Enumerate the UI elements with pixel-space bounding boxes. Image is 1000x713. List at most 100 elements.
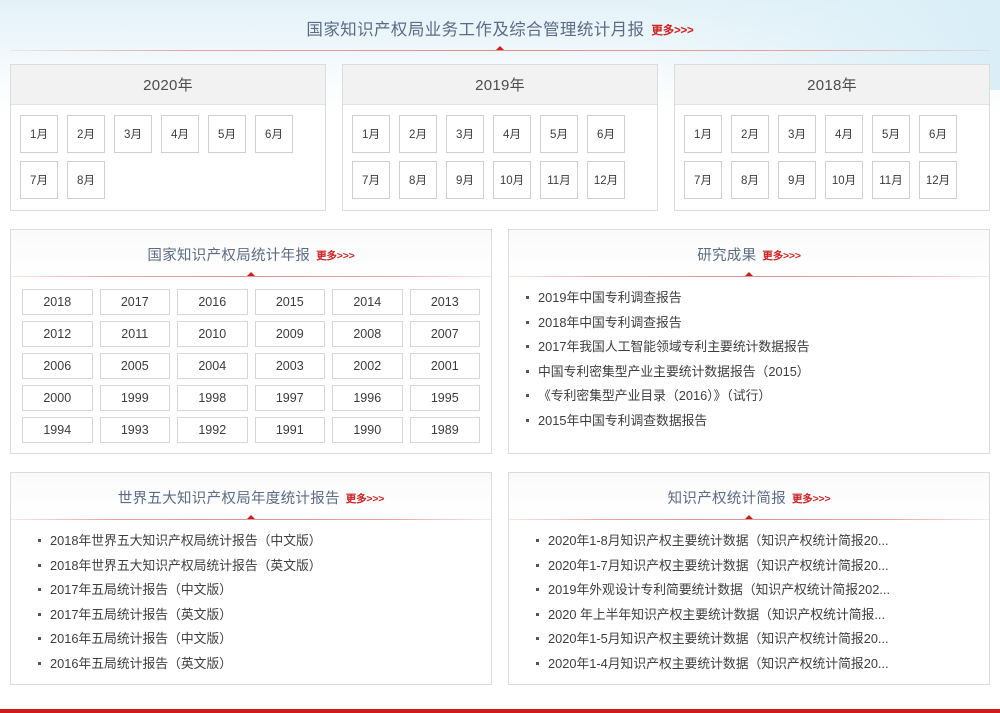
month-button[interactable]: 11月 bbox=[872, 161, 910, 199]
month-button[interactable]: 1月 bbox=[684, 115, 722, 153]
list-item[interactable]: 2017年五局统计报告（中文版） bbox=[37, 578, 477, 603]
yearbook-year-button[interactable]: 2015 bbox=[254, 289, 325, 315]
list-item-label: 《专利密集型产业目录（2016）》（试行） bbox=[538, 388, 772, 403]
yearbook-year-button[interactable]: 2004 bbox=[177, 353, 248, 379]
card-divider-five-offices bbox=[11, 515, 491, 520]
month-button[interactable]: 6月 bbox=[587, 115, 625, 153]
list-item[interactable]: 2020年1-4月知识产权主要统计数据（知识产权统计简报20... bbox=[535, 652, 975, 677]
yearbook-year-button[interactable]: 1996 bbox=[332, 385, 403, 411]
yearbook-year-button[interactable]: 1997 bbox=[254, 385, 325, 411]
month-button[interactable]: 6月 bbox=[919, 115, 957, 153]
yearbook-year-button[interactable]: 2006 bbox=[22, 353, 93, 379]
month-button[interactable]: 9月 bbox=[778, 161, 816, 199]
yearbook-year-button[interactable]: 1994 bbox=[22, 417, 93, 443]
month-button[interactable]: 2月 bbox=[67, 115, 105, 153]
list-item[interactable]: 2018年世界五大知识产权局统计报告（中文版） bbox=[37, 529, 477, 554]
month-button[interactable]: 4月 bbox=[825, 115, 863, 153]
month-button[interactable]: 5月 bbox=[208, 115, 246, 153]
list-item[interactable]: 2017年五局统计报告（英文版） bbox=[37, 603, 477, 628]
header-more-link[interactable]: 更多>>> bbox=[651, 25, 694, 37]
yearbook-year-button[interactable]: 2018 bbox=[22, 289, 93, 315]
list-item[interactable]: 2019年中国专利调查报告 bbox=[525, 286, 975, 311]
bullet-icon bbox=[536, 661, 539, 665]
yearbook-year-button[interactable]: 2007 bbox=[409, 321, 480, 347]
month-button[interactable]: 12月 bbox=[587, 161, 625, 199]
yearbook-year-button[interactable]: 1998 bbox=[177, 385, 248, 411]
list-item[interactable]: 2017年我国人工智能领域专利主要统计数据报告 bbox=[525, 335, 975, 360]
yearbook-year-button[interactable]: 2013 bbox=[409, 289, 480, 315]
month-button[interactable]: 5月 bbox=[540, 115, 578, 153]
yearbook-year-button[interactable]: 2016 bbox=[177, 289, 248, 315]
yearbook-year-button[interactable]: 2003 bbox=[254, 353, 325, 379]
list-item-label: 2018年中国专利调查报告 bbox=[538, 314, 682, 330]
card-ip-statistics-bulletin: 知识产权统计简报 更多>>> 2020年1-8月知识产权主要统计数据（知识产权统计… bbox=[508, 472, 990, 685]
month-button[interactable]: 6月 bbox=[255, 115, 293, 153]
yearbook-year-button[interactable]: 2014 bbox=[332, 289, 403, 315]
month-button[interactable]: 5月 bbox=[872, 115, 910, 153]
month-button[interactable]: 7月 bbox=[352, 161, 390, 199]
month-button[interactable]: 2月 bbox=[731, 115, 769, 153]
yearbook-year-button[interactable]: 2010 bbox=[177, 321, 248, 347]
month-button[interactable]: 7月 bbox=[684, 161, 722, 199]
yearbook-year-button[interactable]: 2008 bbox=[332, 321, 403, 347]
yearbook-year-button[interactable]: 2012 bbox=[22, 321, 93, 347]
bullet-icon bbox=[38, 661, 41, 665]
list-item-label: 2019年外观设计专利简要统计数据（知识产权统计简报202... bbox=[548, 582, 891, 597]
month-button[interactable]: 7月 bbox=[20, 161, 58, 199]
research-list: 2019年中国专利调查报告 2018年中国专利调查报告 2017年我国人工智能领… bbox=[509, 277, 989, 441]
yearbook-year-button[interactable]: 2002 bbox=[332, 353, 403, 379]
list-item[interactable]: 2020年1-7月知识产权主要统计数据（知识产权统计简报20... bbox=[535, 554, 975, 579]
month-button[interactable]: 4月 bbox=[493, 115, 531, 153]
yearbook-year-button[interactable]: 1993 bbox=[99, 417, 170, 443]
list-item[interactable]: 中国专利密集型产业主要统计数据报告（2015） bbox=[525, 360, 975, 385]
list-item-label: 2016年五局统计报告（中文版） bbox=[50, 631, 233, 646]
bullet-icon bbox=[536, 588, 539, 591]
list-item[interactable]: 2020 年上半年知识产权主要统计数据（知识产权统计简报... bbox=[535, 603, 975, 628]
yearbook-year-button[interactable]: 2000 bbox=[22, 385, 93, 411]
list-item[interactable]: 2020年1-8月知识产权主要统计数据（知识产权统计简报20... bbox=[535, 529, 975, 554]
month-button[interactable]: 12月 bbox=[919, 161, 957, 199]
bulletin-more-link[interactable]: 更多>>> bbox=[792, 493, 831, 505]
yearbook-year-button[interactable]: 2017 bbox=[99, 289, 170, 315]
month-button[interactable]: 1月 bbox=[20, 115, 58, 153]
list-item[interactable]: 2016年五局统计报告（英文版） bbox=[37, 652, 477, 677]
yearbook-year-button[interactable]: 2005 bbox=[99, 353, 170, 379]
yearbook-year-button[interactable]: 1992 bbox=[177, 417, 248, 443]
yearbook-year-button[interactable]: 2001 bbox=[409, 353, 480, 379]
card-title-research: 研究成果 bbox=[697, 248, 757, 264]
list-item-label: 2019年中国专利调查报告 bbox=[538, 290, 682, 305]
month-button[interactable]: 1月 bbox=[352, 115, 390, 153]
list-item[interactable]: 2018年世界五大知识产权局统计报告（英文版） bbox=[37, 554, 477, 579]
yearbook-year-button[interactable]: 2011 bbox=[99, 321, 170, 347]
month-button[interactable]: 10月 bbox=[493, 161, 531, 199]
month-button[interactable]: 2月 bbox=[399, 115, 437, 153]
five-offices-more-link[interactable]: 更多>>> bbox=[345, 493, 385, 505]
month-button[interactable]: 4月 bbox=[161, 115, 199, 153]
list-item-label: 2015年中国专利调查数据报告 bbox=[538, 412, 708, 428]
yearbook-year-button[interactable]: 2009 bbox=[254, 321, 325, 347]
month-button[interactable]: 8月 bbox=[731, 161, 769, 199]
month-button[interactable]: 8月 bbox=[67, 161, 105, 199]
month-button[interactable]: 10月 bbox=[825, 161, 863, 199]
month-button[interactable]: 11月 bbox=[540, 161, 578, 199]
yearbook-year-button[interactable]: 1990 bbox=[332, 417, 403, 443]
list-item[interactable]: 2015年中国专利调查数据报告 bbox=[525, 409, 975, 434]
yearbook-year-button[interactable]: 1989 bbox=[409, 417, 480, 443]
list-item[interactable]: 2019年外观设计专利简要统计数据（知识产权统计简报202... bbox=[535, 578, 975, 603]
yearbook-year-button[interactable]: 1995 bbox=[409, 385, 480, 411]
research-more-link[interactable]: 更多>>> bbox=[762, 250, 801, 262]
month-button[interactable]: 3月 bbox=[446, 115, 484, 153]
yearbook-more-link[interactable]: 更多>>> bbox=[316, 250, 355, 262]
list-item[interactable]: 《专利密集型产业目录（2016）》（试行） bbox=[525, 384, 975, 409]
bullet-icon bbox=[536, 539, 539, 542]
month-button[interactable]: 9月 bbox=[446, 161, 484, 199]
month-button[interactable]: 3月 bbox=[778, 115, 816, 153]
list-item[interactable]: 2018年中国专利调查报告 bbox=[525, 311, 975, 336]
month-button[interactable]: 8月 bbox=[399, 161, 437, 199]
list-item-label: 2020年1-8月知识产权主要统计数据（知识产权统计简报20... bbox=[548, 533, 889, 548]
yearbook-year-button[interactable]: 1999 bbox=[99, 385, 170, 411]
list-item[interactable]: 2016年五局统计报告（中文版） bbox=[37, 627, 477, 652]
list-item[interactable]: 2020年1-5月知识产权主要统计数据（知识产权统计简报20... bbox=[535, 627, 975, 652]
yearbook-year-button[interactable]: 1991 bbox=[254, 417, 325, 443]
month-button[interactable]: 3月 bbox=[114, 115, 152, 153]
